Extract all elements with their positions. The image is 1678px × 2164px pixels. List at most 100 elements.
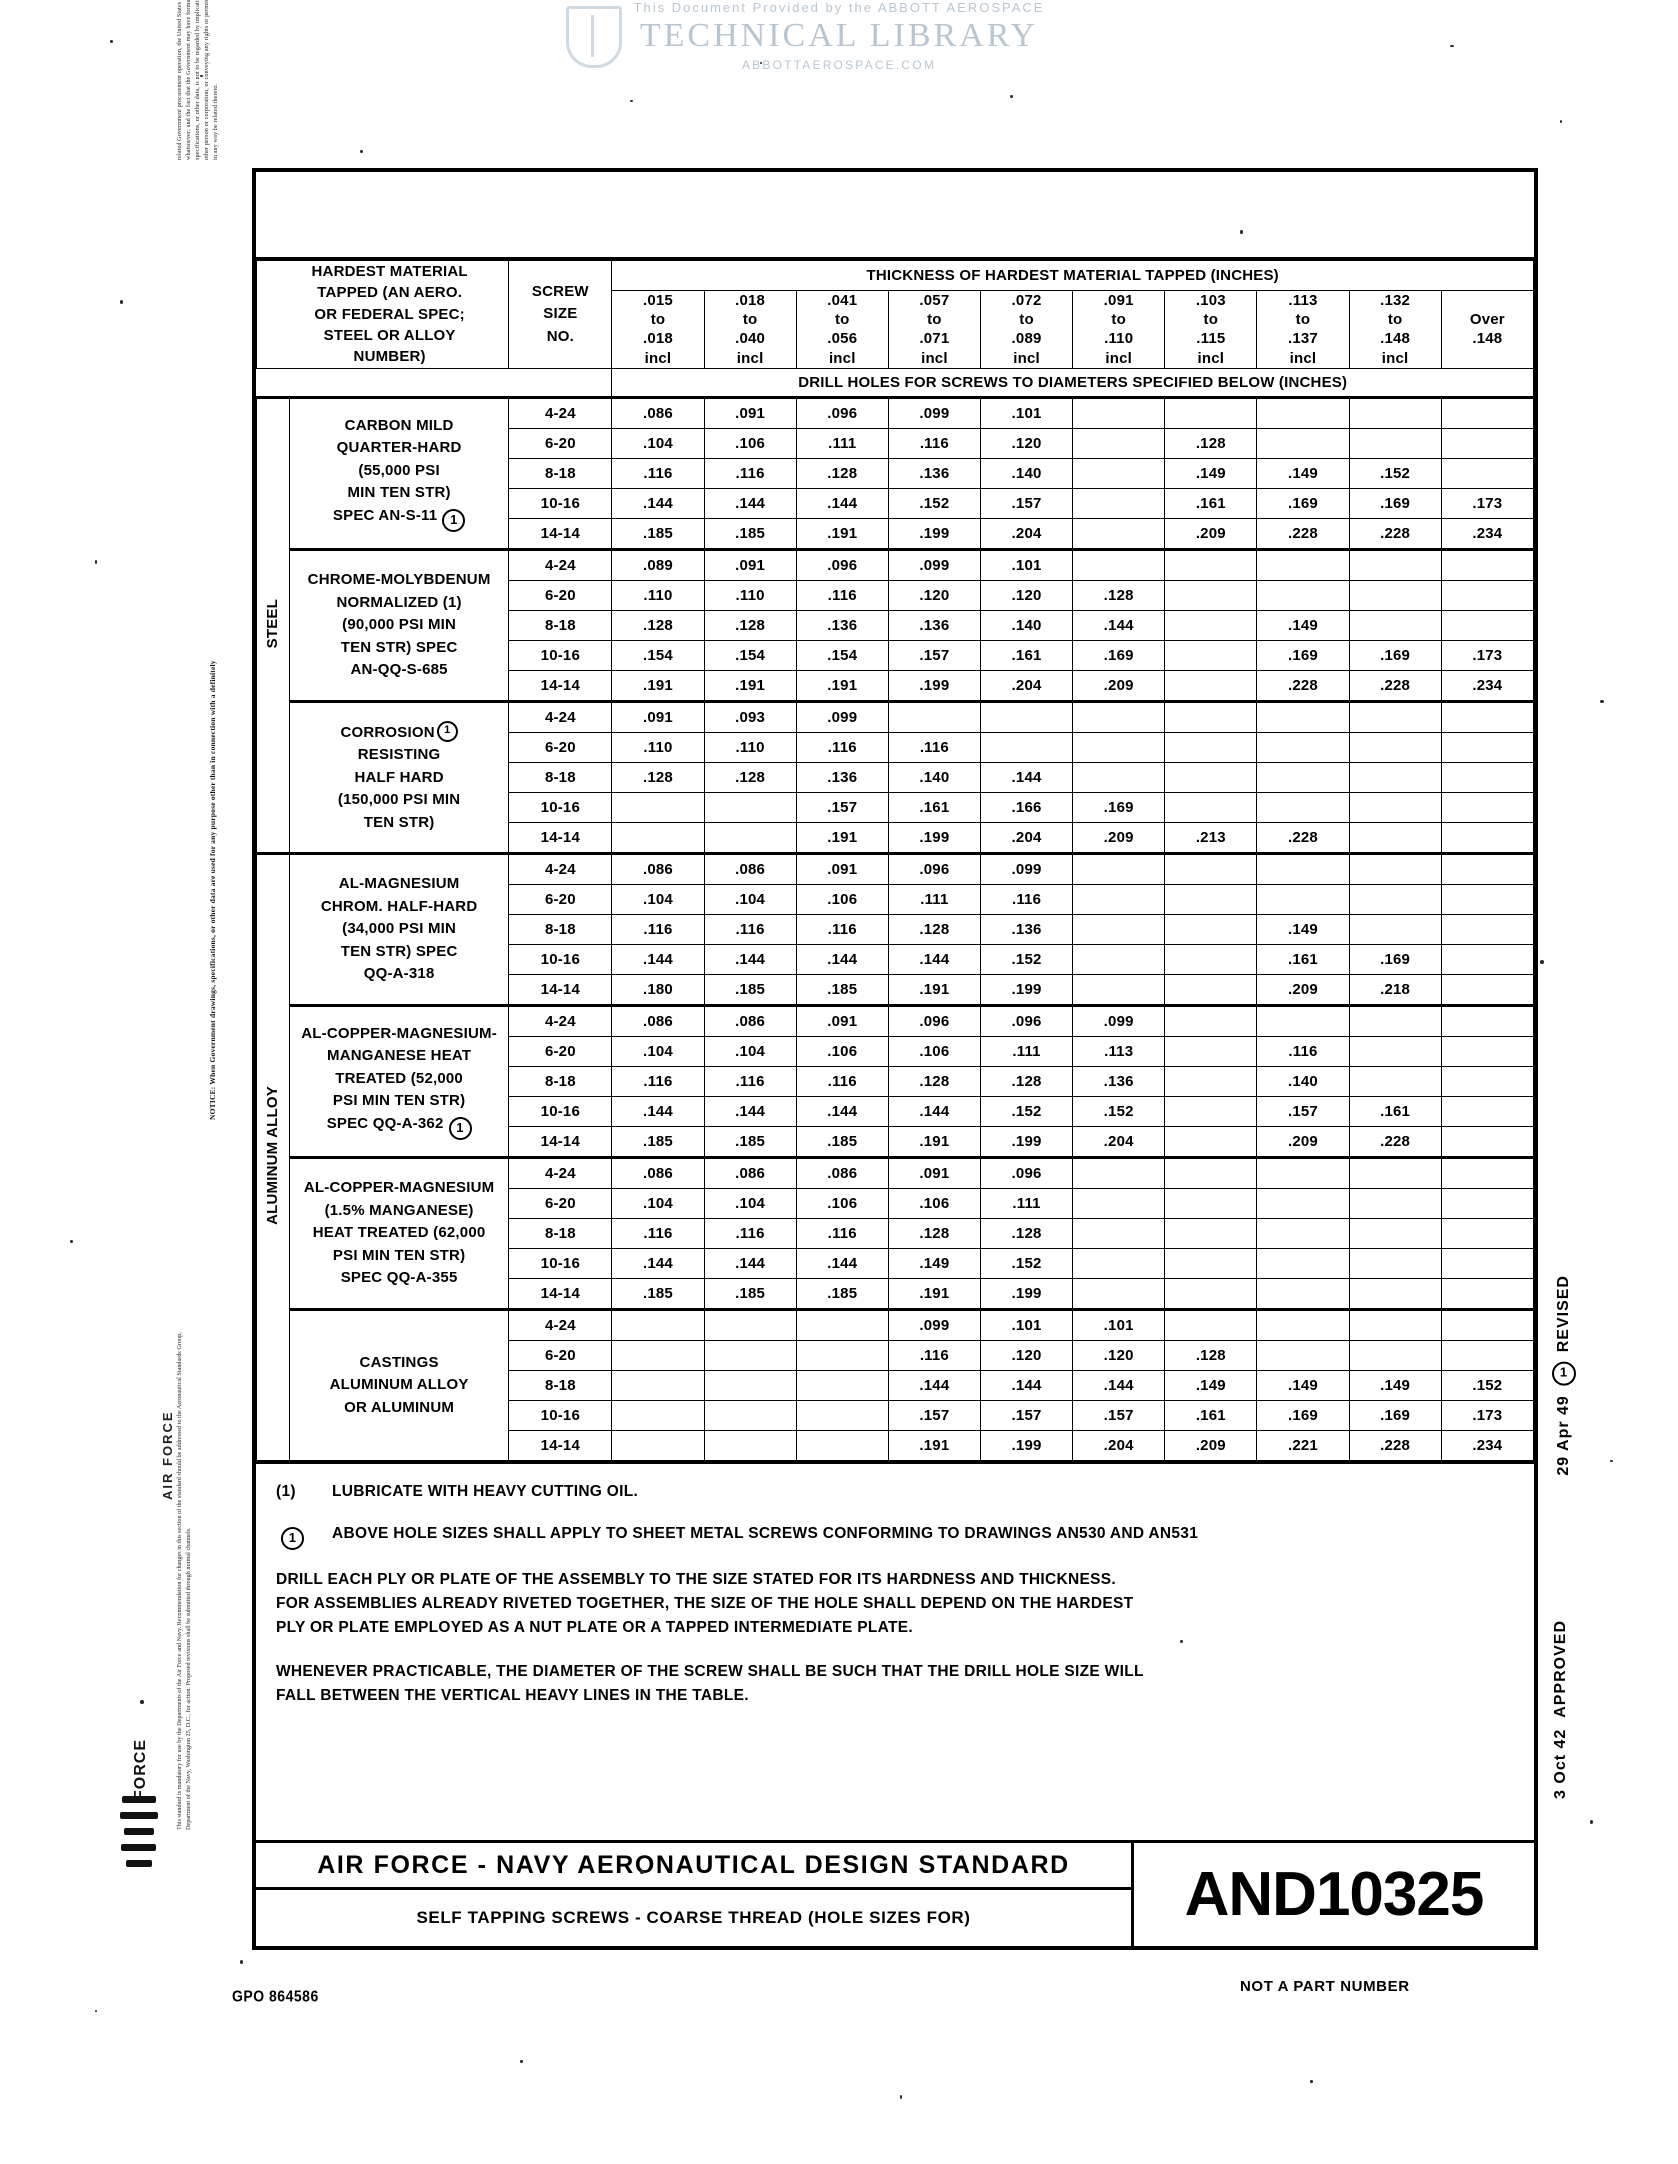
drill-size-cell: .185: [704, 1126, 796, 1157]
drill-size-cell: [796, 1340, 888, 1370]
drill-size-cell: .199: [980, 1278, 1072, 1309]
drill-size-cell: [1441, 1340, 1533, 1370]
drill-size-cell: [612, 1400, 704, 1430]
screw-size-cell: 14-14: [509, 1126, 612, 1157]
scan-speck: [520, 2060, 523, 2063]
drill-size-cell: [1073, 944, 1165, 974]
drill-size-cell: [1441, 428, 1533, 458]
drill-size-cell: [1441, 732, 1533, 762]
drill-size-cell: [1441, 1126, 1533, 1157]
drill-size-cell: .111: [888, 884, 980, 914]
drill-size-cell: .228: [1349, 1430, 1441, 1460]
drill-size-cell: .234: [1441, 1430, 1533, 1460]
drill-size-cell: .140: [980, 610, 1072, 640]
screw-size-cell: 6-20: [509, 1340, 612, 1370]
drill-size-cell: .128: [1165, 428, 1257, 458]
drill-size-cell: .152: [1073, 1096, 1165, 1126]
material-description-4: AL-COPPER-MAGNESIUM- MANGANESE HEAT TREATE…: [289, 1005, 508, 1157]
scan-speck: [1590, 1820, 1593, 1824]
drill-size-cell: [1441, 397, 1533, 428]
drill-size-cell: [704, 1340, 796, 1370]
screw-size-cell: 10-16: [509, 944, 612, 974]
drill-size-cell: .169: [1257, 640, 1349, 670]
paragraph-1: DRILL EACH PLY OR PLATE OF THE ASSEMBLY …: [276, 1568, 1514, 1640]
drill-size-cell: .111: [980, 1036, 1072, 1066]
drill-size-cell: .128: [888, 1218, 980, 1248]
drill-size-cell: [704, 1370, 796, 1400]
margin-lower-legal-text: This standard is mandatory for use by th…: [176, 1310, 232, 1830]
drill-size-cell: .209: [1257, 974, 1349, 1005]
screw-size-cell: 6-20: [509, 580, 612, 610]
drill-size-cell: .228: [1257, 518, 1349, 549]
drill-size-cell: [1441, 853, 1533, 884]
note-1-text: LUBRICATE WITH HEAVY CUTTING OIL.: [332, 1480, 1514, 1504]
drill-size-cell: [1257, 1188, 1349, 1218]
drill-size-cell: .086: [704, 1005, 796, 1036]
drill-size-cell: .144: [1073, 1370, 1165, 1400]
drill-size-cell: .091: [888, 1157, 980, 1188]
drill-size-cell: .120: [980, 1340, 1072, 1370]
screw-size-cell: 14-14: [509, 822, 612, 853]
drill-size-cell: [980, 701, 1072, 732]
drill-size-cell: .116: [1257, 1036, 1349, 1066]
paragraph-2-line-1: WHENEVER PRACTICABLE, THE DIAMETER OF TH…: [276, 1660, 1514, 1684]
drill-size-cell: [1165, 1096, 1257, 1126]
note-1: (1) LUBRICATE WITH HEAVY CUTTING OIL.: [276, 1480, 1514, 1504]
drill-size-cell: [704, 1430, 796, 1460]
drill-size-cell: .086: [612, 397, 704, 428]
title-block-left: AIR FORCE - NAVY AERONAUTICAL DESIGN STA…: [256, 1843, 1134, 1946]
drill-size-cell: .144: [796, 944, 888, 974]
drill-size-cell: .116: [888, 1340, 980, 1370]
drill-size-cell: .152: [888, 488, 980, 518]
screw-size-cell: 10-16: [509, 1096, 612, 1126]
approved-date: 3 Oct 42: [1552, 1729, 1569, 1799]
drill-size-cell: .228: [1349, 1126, 1441, 1157]
drill-size-cell: [1441, 610, 1533, 640]
screw-size-cell: 10-16: [509, 792, 612, 822]
drill-size-cell: [1165, 1278, 1257, 1309]
standard-number: AND10325: [1134, 1843, 1534, 1946]
drill-size-cell: .191: [796, 670, 888, 701]
drill-size-cell: .116: [612, 458, 704, 488]
drill-size-cell: .136: [796, 610, 888, 640]
drill-size-cell: [1441, 1218, 1533, 1248]
drill-size-cell: [1349, 732, 1441, 762]
screw-size-cell: 4-24: [509, 1005, 612, 1036]
scan-speck: [360, 150, 363, 153]
scan-speck: [1240, 230, 1243, 234]
drill-size-cell: [1257, 1005, 1349, 1036]
drill-size-cell: .169: [1349, 640, 1441, 670]
drill-size-cell: .185: [704, 1278, 796, 1309]
drill-size-cell: [1441, 1248, 1533, 1278]
drill-size-cell: .144: [704, 488, 796, 518]
drill-size-cell: .191: [796, 518, 888, 549]
drill-size-cell: .091: [704, 397, 796, 428]
drill-size-cell: [1257, 853, 1349, 884]
drill-size-cell: [1349, 701, 1441, 732]
drill-size-cell: .157: [980, 488, 1072, 518]
drill-size-cell: .140: [980, 458, 1072, 488]
drill-size-cell: [1257, 1340, 1349, 1370]
drill-size-cell: .116: [612, 1066, 704, 1096]
approved-label: APPROVED: [1552, 1620, 1569, 1718]
drill-size-cell: .086: [704, 1157, 796, 1188]
drill-size-cell: .157: [980, 1400, 1072, 1430]
drill-size-cell: .140: [1257, 1066, 1349, 1096]
drill-size-cell: .166: [980, 792, 1072, 822]
drill-size-cell: [1257, 1248, 1349, 1278]
drill-size-cell: .144: [796, 488, 888, 518]
drill-size-cell: [888, 701, 980, 732]
drill-size-cell: [1349, 853, 1441, 884]
material-header-line-1: TAPPED (AN AERO.: [271, 282, 508, 303]
drill-size-cell: .099: [980, 853, 1072, 884]
drill-size-cell: .157: [1073, 1400, 1165, 1430]
drill-size-cell: .101: [980, 549, 1072, 580]
drill-size-cell: [1165, 640, 1257, 670]
scan-speck: [140, 1700, 144, 1704]
table-body: STEEL CARBON MILD QUARTER-HARD (55,000 PSI M…: [257, 397, 1534, 1460]
drill-size-cell: [796, 1370, 888, 1400]
drill-size-cell: .185: [704, 518, 796, 549]
drill-size-cell: [704, 792, 796, 822]
drill-size-cell: [1257, 1278, 1349, 1309]
drill-size-cell: [1441, 549, 1533, 580]
